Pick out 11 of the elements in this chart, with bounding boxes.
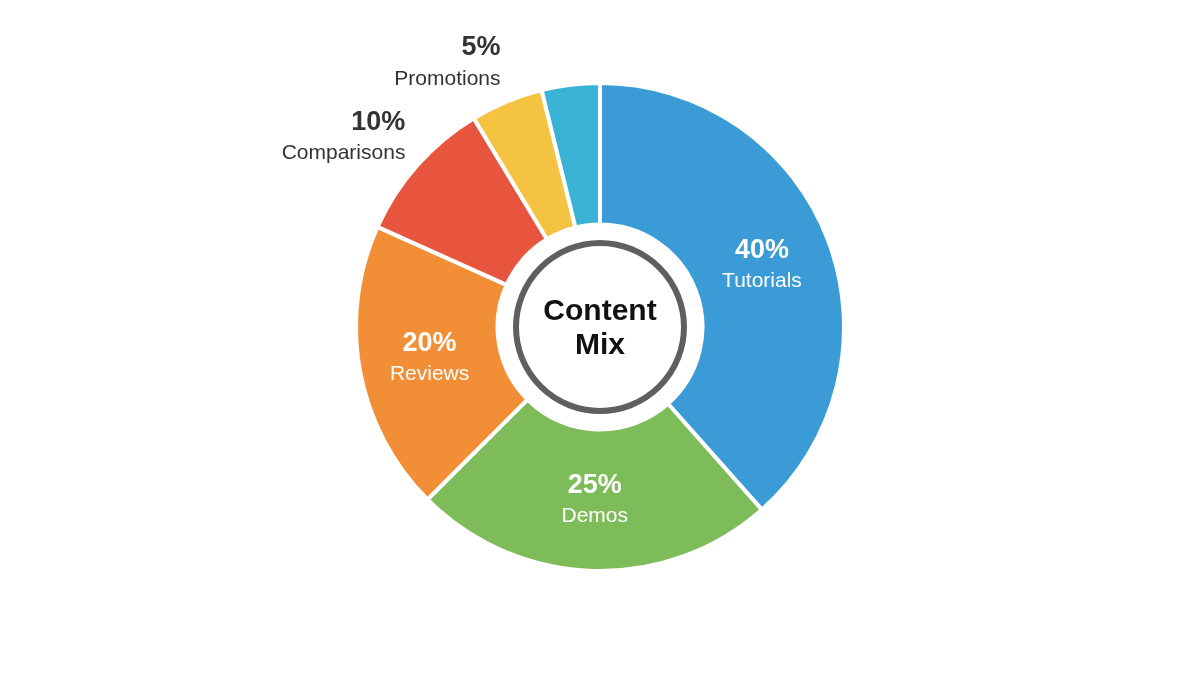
data-label: 10% — [351, 105, 406, 136]
slice-label: Comparisons — [281, 140, 406, 164]
data-label: 40% — [734, 234, 790, 265]
text: Content Mix — [542, 293, 658, 361]
slice-label: Tutorials — [722, 268, 802, 292]
slice-label: Promotions — [394, 65, 501, 89]
slice-label: Demos — [561, 502, 629, 526]
data-label: 20% — [402, 326, 457, 357]
slice-label: Reviews — [389, 361, 470, 385]
data-label: 5% — [461, 31, 501, 62]
data-label: 25% — [567, 468, 622, 499]
